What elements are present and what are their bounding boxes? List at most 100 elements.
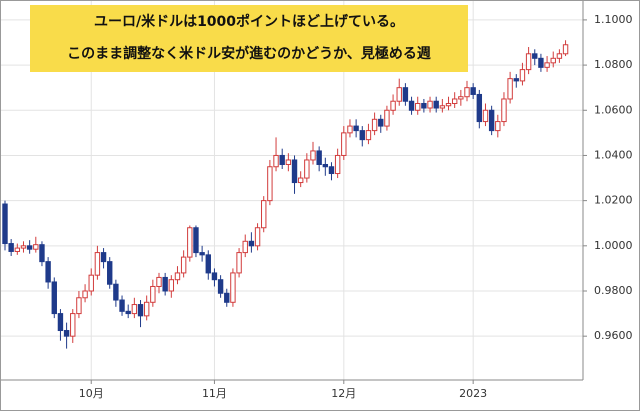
candle-body [230, 272, 236, 303]
candle-body [470, 87, 476, 95]
candle-body [396, 87, 402, 102]
candle-body [51, 281, 57, 315]
candle-body [495, 121, 501, 132]
candle-body [513, 78, 519, 82]
y-tick-label: 0.9600 [594, 329, 633, 342]
candle-body [476, 93, 483, 123]
candle-body [507, 78, 513, 100]
candle-body [433, 100, 439, 109]
candle-body [402, 87, 409, 102]
y-tick-label: 1.0200 [594, 194, 633, 207]
x-tick-label: 2023 [459, 387, 487, 400]
candle-body [82, 290, 88, 299]
candle-body [63, 330, 70, 337]
candle-body [371, 118, 378, 132]
candle-body [236, 252, 242, 274]
candle-body [538, 57, 544, 68]
annotation: ユーロ/米ドルは1000ポイントほど上げている。 [94, 13, 404, 30]
annotation: このまま調整なく米ドル安が進むのかどうか、見極める週 [67, 45, 431, 62]
candle-body [143, 301, 150, 317]
candle-body [464, 87, 470, 98]
candle-body [137, 304, 144, 317]
candle-body [365, 130, 372, 141]
candle-body [353, 125, 359, 132]
candle-body [532, 53, 538, 59]
candle-body [347, 125, 353, 134]
candle-body [26, 245, 33, 250]
candle-body [88, 274, 94, 292]
annotation-box [30, 5, 468, 72]
candle-body [217, 279, 224, 294]
candle-body [199, 252, 205, 256]
candle-body [39, 244, 45, 263]
candle-body [488, 109, 495, 132]
candle-body [76, 297, 82, 315]
candle-body [408, 100, 415, 111]
candle-body [328, 166, 335, 175]
candle-body [562, 44, 569, 55]
candle-body [445, 102, 452, 107]
candle-body [242, 240, 248, 254]
candle-body [211, 272, 218, 281]
y-tick-label: 1.1000 [594, 13, 633, 26]
candle-body [94, 252, 101, 276]
x-tick-label: 12月 [331, 387, 356, 400]
candle-body [8, 243, 14, 252]
candle-body [378, 118, 384, 127]
candle-body [57, 313, 64, 332]
candle-body [180, 256, 187, 274]
candle-body [33, 244, 39, 250]
candle-body [291, 159, 298, 184]
candle-body [279, 154, 285, 165]
y-tick-label: 1.0400 [594, 148, 633, 161]
candle-body [248, 240, 255, 247]
candle-body [168, 279, 175, 292]
candle-body [193, 227, 199, 254]
candle-body [544, 62, 550, 68]
candle-body [519, 69, 526, 82]
candle-body [254, 227, 261, 247]
candle-body [304, 159, 310, 179]
candle-body [267, 166, 273, 202]
y-tick-label: 1.0000 [594, 239, 633, 252]
candle-body [150, 285, 156, 303]
candle-body [550, 57, 556, 64]
candle-body [415, 102, 421, 111]
candle-body [14, 247, 21, 252]
candle-body [384, 109, 390, 127]
y-tick-label: 1.0800 [594, 58, 633, 71]
candle-body [341, 132, 347, 156]
candle-body [482, 109, 489, 123]
candle-body [427, 100, 433, 109]
candle-body [261, 200, 267, 229]
candle-body [20, 245, 27, 249]
y-tick-label: 1.0600 [594, 103, 633, 116]
candle-body [359, 130, 365, 141]
candle-body [174, 272, 181, 281]
candle-body [310, 150, 316, 161]
candle-body [119, 299, 125, 312]
candle-body [525, 53, 532, 71]
candle-body [285, 159, 292, 165]
candle-body [125, 310, 131, 315]
candle-body [421, 102, 427, 109]
candle-body [273, 154, 279, 168]
candle-body [107, 261, 113, 285]
candle-body [100, 252, 107, 263]
candle-body [70, 313, 76, 337]
candle-body [2, 203, 8, 245]
x-tick-label: 11月 [202, 387, 227, 400]
candle-body [501, 98, 507, 123]
candle-body [113, 283, 119, 301]
candle-body [316, 150, 322, 165]
candle-body [556, 53, 563, 59]
candle-body [224, 292, 230, 303]
y-tick-label: 0.9800 [594, 284, 633, 297]
candle-body [205, 254, 211, 274]
candle-body [45, 261, 51, 283]
x-tick-label: 10月 [79, 387, 104, 400]
candle-body [390, 100, 396, 111]
candle-body [322, 163, 329, 168]
candle-body [162, 276, 168, 292]
